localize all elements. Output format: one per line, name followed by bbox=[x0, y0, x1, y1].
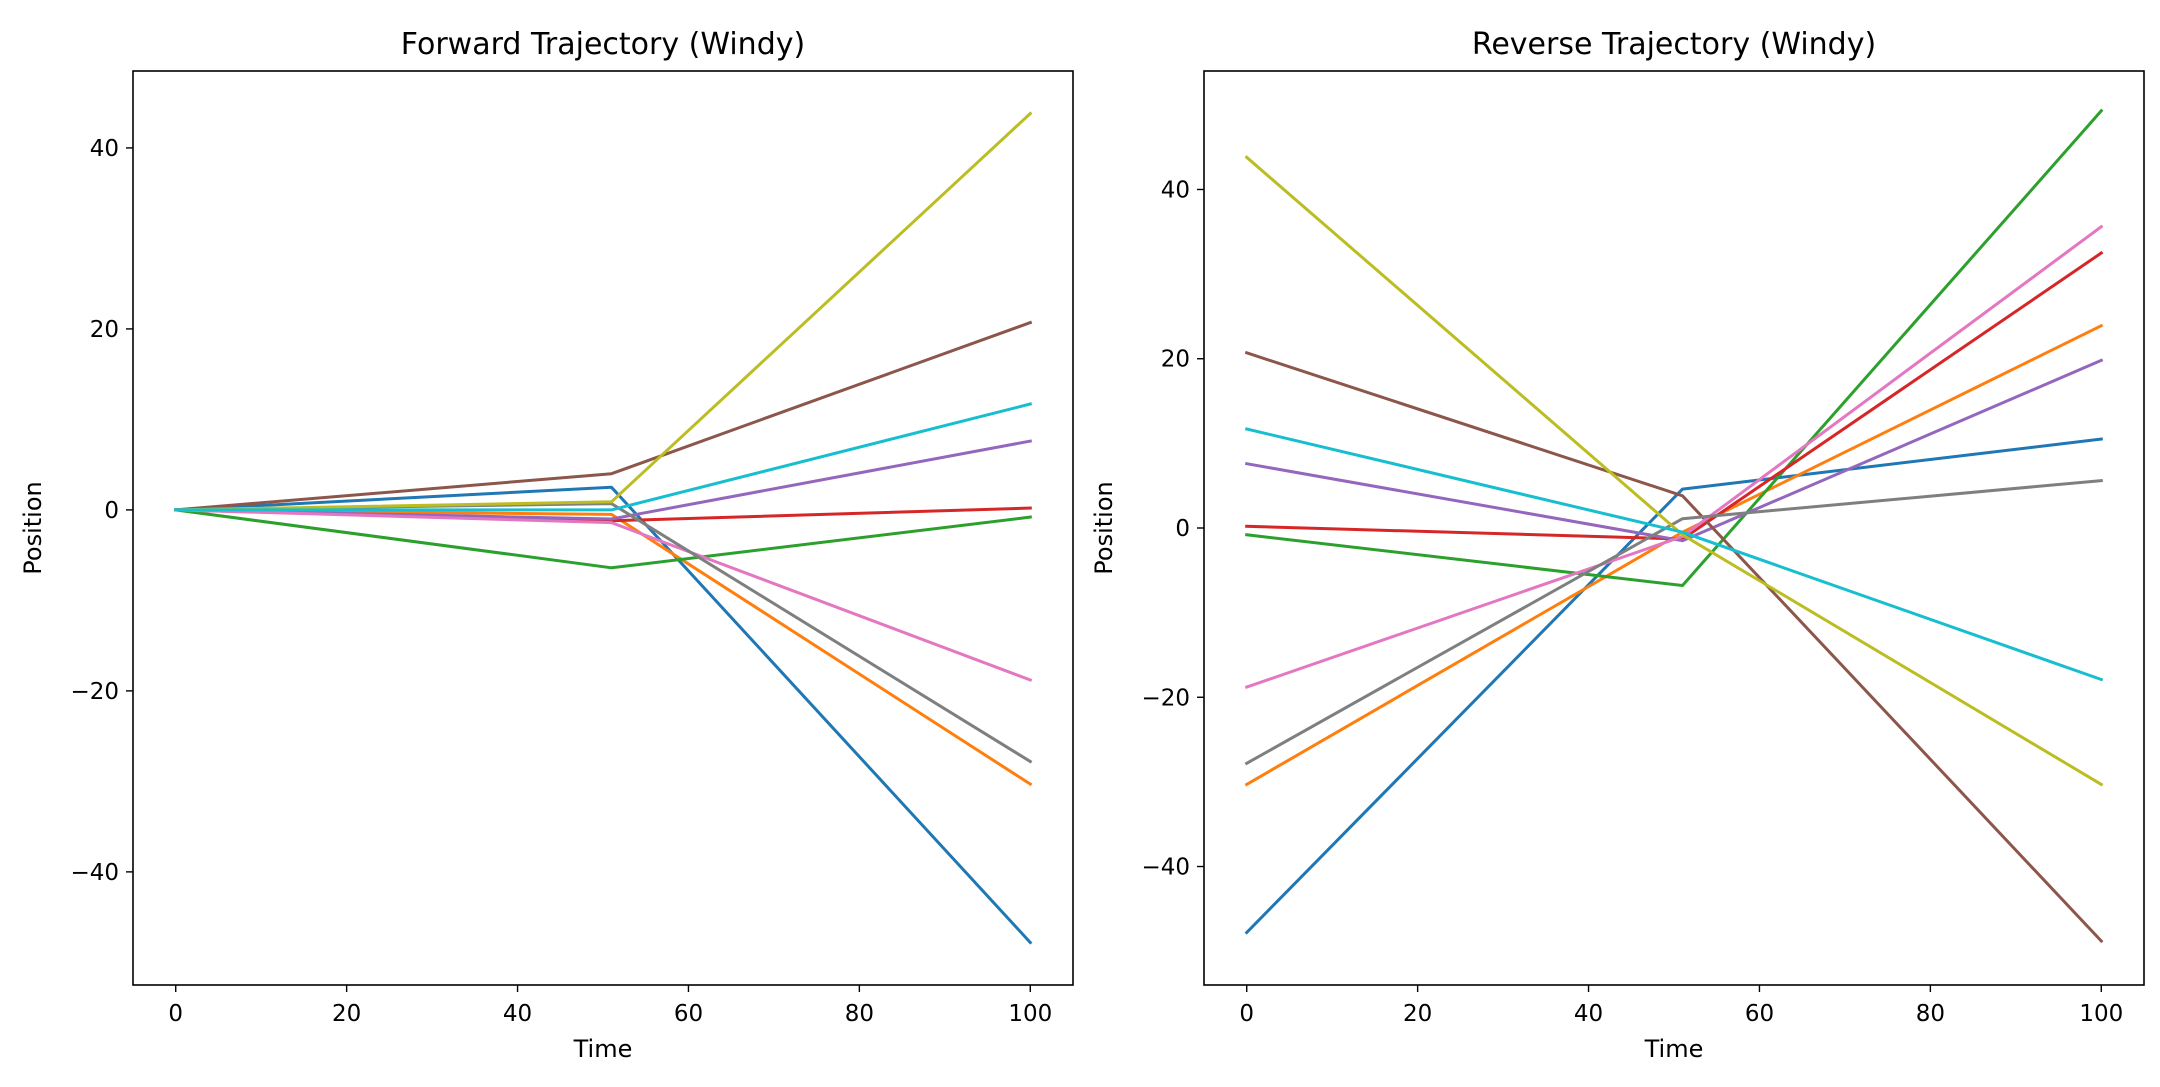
y-tick-label: 40 bbox=[90, 136, 119, 162]
series-line-4 bbox=[1245, 250, 2104, 541]
series-line-1 bbox=[1244, 437, 2103, 935]
series-line-5 bbox=[1244, 358, 2104, 543]
series-line-2 bbox=[174, 508, 1033, 787]
x-axis-label: Time bbox=[573, 1035, 633, 1063]
y-tick-label: 40 bbox=[1161, 177, 1190, 203]
y-axis-label: Position bbox=[19, 481, 47, 574]
x-tick-label: 100 bbox=[1008, 1001, 1052, 1027]
y-tick-label: 0 bbox=[104, 498, 119, 524]
y-tick-label: 20 bbox=[1161, 347, 1190, 373]
series-line-10 bbox=[1244, 427, 2104, 682]
series-line-7 bbox=[174, 508, 1033, 682]
y-axis-label: Position bbox=[1090, 481, 1118, 574]
series-line-8 bbox=[1244, 478, 2103, 766]
series-line-6 bbox=[174, 320, 1033, 512]
x-tick-label: 0 bbox=[1239, 1001, 1254, 1027]
x-tick-label: 40 bbox=[503, 1001, 532, 1027]
y-tick-label: 0 bbox=[1175, 516, 1190, 542]
x-axis-label: Time bbox=[1644, 1035, 1704, 1063]
y-tick-label: −20 bbox=[70, 679, 119, 705]
reverse-trajectory-panel: 0 20 40 60 80 100 −40 −20 0 20 40 Reverse Trajector… bbox=[1090, 27, 2145, 1063]
series-line-3 bbox=[174, 508, 1032, 570]
y-tick-label: −40 bbox=[70, 860, 119, 886]
x-tick-label: 80 bbox=[1916, 1001, 1945, 1027]
chart-title: Forward Trajectory (Windy) bbox=[401, 27, 805, 62]
series-line-1 bbox=[174, 485, 1033, 945]
series-line-7 bbox=[1244, 224, 2104, 690]
y-tick-label: −40 bbox=[1141, 855, 1190, 881]
x-tick-label: 60 bbox=[1745, 1001, 1774, 1027]
series-line-9 bbox=[174, 111, 1033, 512]
x-tick-label: 80 bbox=[845, 1001, 874, 1027]
series-line-6 bbox=[1244, 350, 2104, 944]
series-line-9 bbox=[1244, 155, 2104, 787]
x-tick-label: 20 bbox=[332, 1001, 361, 1027]
x-tick-label: 0 bbox=[168, 1001, 183, 1027]
series-line-3 bbox=[1245, 108, 2104, 587]
x-tick-label: 100 bbox=[2079, 1001, 2123, 1027]
axes-frame bbox=[132, 70, 1074, 986]
forward-trajectory-panel: 0 20 40 60 80 100 −40 −20 0 20 40 Forward Trajector… bbox=[19, 27, 1074, 1063]
x-tick-label: 20 bbox=[1403, 1001, 1432, 1027]
chart-title: Reverse Trajectory (Windy) bbox=[1472, 27, 1876, 62]
series-line-10 bbox=[174, 402, 1033, 512]
y-tick-label: −20 bbox=[1141, 685, 1190, 711]
y-tick-label: 20 bbox=[90, 317, 119, 343]
x-tick-label: 60 bbox=[674, 1001, 703, 1027]
x-tick-label: 40 bbox=[1574, 1001, 1603, 1027]
